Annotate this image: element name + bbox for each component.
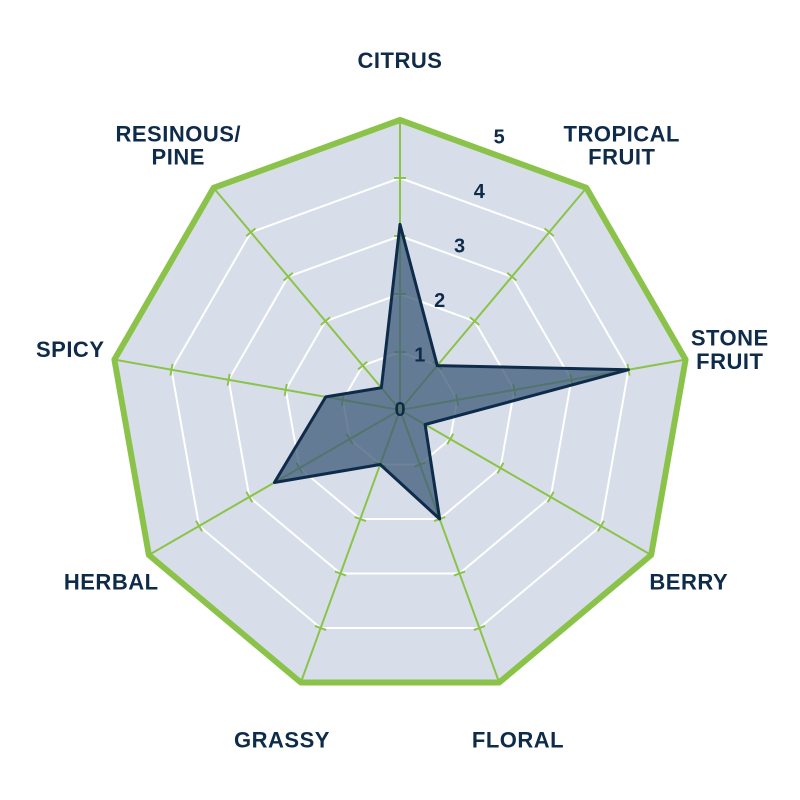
axis-label: TROPICALFRUIT — [564, 121, 680, 169]
scale-label: 2 — [434, 290, 445, 312]
axis-label: GRASSY — [234, 727, 330, 752]
scale-label: 0 — [394, 399, 405, 421]
axis-label: CITRUS — [358, 48, 443, 73]
axis-label: HERBAL — [64, 570, 159, 595]
scale-label: 1 — [414, 344, 425, 366]
axis-label: BERRY — [649, 570, 728, 595]
scale-label: 4 — [474, 181, 486, 203]
axis-label: SPICY — [36, 337, 105, 362]
scale-label: 5 — [494, 126, 505, 148]
radar-chart: 0 1 2 3 4 5 CITRUS TROPICALFRUIT STONEFRUIT BERRY… — [0, 0, 800, 800]
axis-label: STONEFRUIT — [691, 326, 769, 374]
scale-label: 3 — [454, 235, 465, 257]
axis-label: RESINOUS/PINE — [115, 121, 241, 169]
axis-label: FLORAL — [472, 727, 564, 752]
